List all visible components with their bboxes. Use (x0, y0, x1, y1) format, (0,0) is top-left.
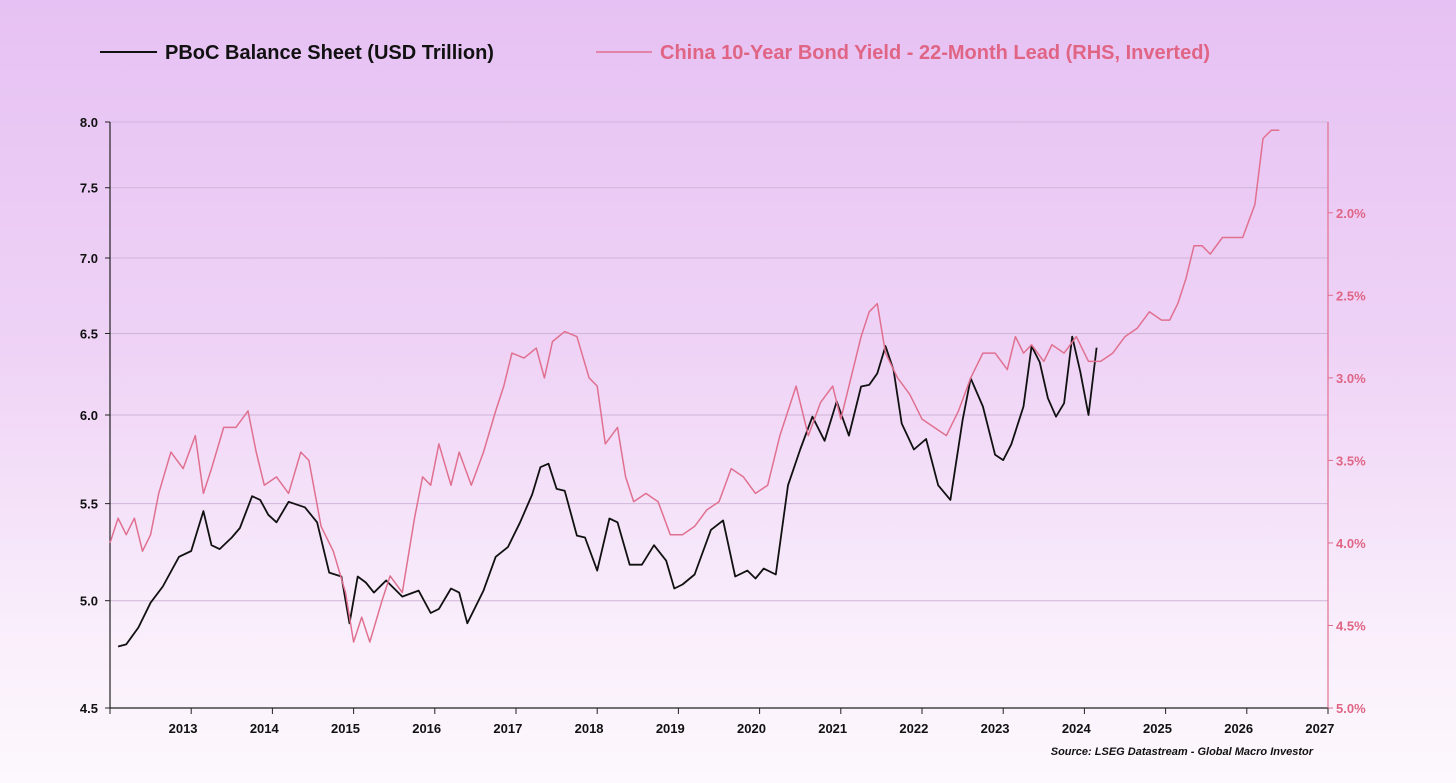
x-tick-label: 2020 (737, 721, 766, 736)
left-tick-label: 4.5 (80, 701, 98, 716)
left-tick-label: 8.0 (80, 115, 98, 130)
x-tick-label: 2013 (169, 721, 198, 736)
source-note: Source: LSEG Datastream - Global Macro I… (1051, 746, 1314, 758)
left-tick-label: 5.5 (80, 497, 98, 512)
x-tick-label: 2021 (818, 721, 847, 736)
right-tick-label: 5.0% (1336, 701, 1366, 716)
x-tick-label: 2014 (250, 721, 280, 736)
legend-label-bond-yield: China 10-Year Bond Yield - 22-Month Lead… (660, 42, 1210, 64)
right-tick-label: 2.5% (1336, 288, 1366, 303)
gridlines (110, 121, 1328, 709)
left-tick-label: 5.0 (80, 594, 98, 609)
left-tick-label: 6.5 (80, 326, 98, 341)
right-tick-label: 4.0% (1336, 536, 1366, 551)
x-tick-label: 2027 (1305, 721, 1334, 736)
x-tick-label: 2026 (1224, 721, 1253, 736)
legend-label-pboc: PBoC Balance Sheet (USD Trillion) (165, 42, 494, 64)
x-tick-label: 2019 (656, 721, 685, 736)
left-tick-label: 6.0 (80, 408, 98, 423)
left-tick-label: 7.0 (80, 251, 98, 266)
x-tick-label: 2015 (331, 721, 360, 736)
right-tick-label: 4.5% (1336, 618, 1366, 633)
series-group (109, 129, 1280, 648)
axes: 8.0 7.5 7.0 6.5 6.0 5.5 5.0 4.5 2.0% 2.5% 3.0% 3.5%… (80, 115, 1366, 736)
right-tick-label: 3.0% (1336, 371, 1366, 386)
x-tick-label: 2017 (493, 721, 522, 736)
right-tick-label: 2.0% (1336, 206, 1366, 221)
x-tick-label: 2025 (1143, 721, 1172, 736)
right-tick-label: 3.5% (1336, 453, 1366, 468)
x-tick-label: 2023 (981, 721, 1010, 736)
x-tick-label: 2022 (899, 721, 928, 736)
x-tick-label: 2018 (575, 721, 604, 736)
series-line-bond-yield (109, 129, 1280, 643)
legend: PBoC Balance Sheet (USD Trillion) China … (100, 42, 1210, 64)
left-tick-label: 7.5 (80, 181, 98, 196)
x-tick-label: 2024 (1062, 721, 1092, 736)
x-tick-label: 2016 (412, 721, 441, 736)
series-line-pboc (117, 335, 1098, 648)
